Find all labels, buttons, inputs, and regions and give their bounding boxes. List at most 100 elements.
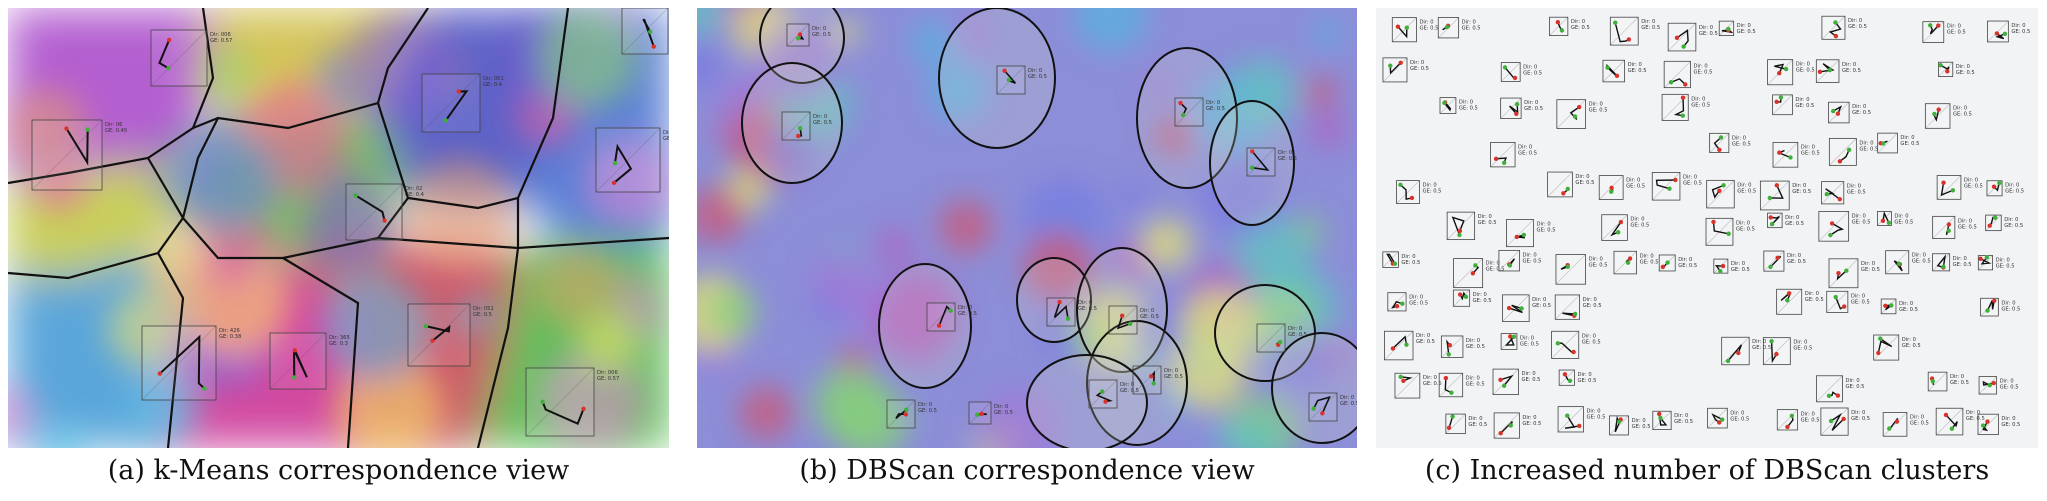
end-marker — [1508, 423, 1513, 428]
glyph-diagonal — [1392, 17, 1417, 43]
correspondence-glyph: Dir: 0GE: 0.5 — [1772, 141, 1820, 168]
glyph-label: Dir: 0 — [1693, 63, 1707, 69]
end-marker — [1006, 77, 1011, 83]
end-marker — [1946, 228, 1951, 234]
correspondence-glyph: Dir: 0GE: 0.5 — [1601, 214, 1649, 241]
glyph-frame — [1873, 334, 1900, 361]
correspondence-glyph: Dir: 0GE: 0.5 — [1828, 258, 1880, 289]
start-marker — [1711, 219, 1716, 225]
glyph-diagonal — [1438, 373, 1463, 397]
glyph-label: Dir: 0 — [1583, 297, 1597, 303]
glyph-diagonal — [1777, 409, 1798, 431]
start-marker — [1774, 183, 1780, 188]
glyph-label: GE: 0.5 — [812, 32, 831, 38]
glyph-label: Dir: 0 — [1953, 106, 1967, 112]
glyph-label: Dir: 0 — [1523, 252, 1537, 258]
end-marker — [1444, 24, 1450, 30]
end-marker — [1789, 413, 1795, 418]
start-marker — [456, 89, 461, 94]
glyph-path — [1508, 304, 1523, 314]
correspondence-glyph: Dir: 0GE: 0.5 — [1506, 219, 1556, 248]
texture-blotch — [839, 344, 870, 375]
end-marker — [1565, 413, 1570, 418]
glyph-frame — [1132, 365, 1162, 395]
cluster-border — [192, 8, 429, 130]
glyph-label: GE: 0.5 — [1575, 180, 1594, 186]
glyph-label: Dir: 0 — [1900, 135, 1914, 141]
glyph-diagonal — [1706, 180, 1735, 209]
glyph-frame — [525, 367, 595, 437]
glyph-label: Dir: 0 — [1641, 19, 1655, 25]
glyph-frame — [1493, 412, 1520, 439]
start-marker — [1120, 313, 1125, 318]
glyph-label: GE: 0.5 — [1583, 303, 1602, 309]
start-marker — [651, 44, 656, 49]
glyph-label: Dir: 0 — [1523, 65, 1537, 71]
glyph-label: GE: 0.5 — [1626, 184, 1645, 190]
glyph-label: GE: 0.5 — [1674, 419, 1693, 425]
end-marker — [1311, 406, 1316, 411]
start-marker — [1103, 399, 1108, 404]
glyph-label: Dir: 0 — [1731, 261, 1745, 267]
end-marker — [1555, 341, 1561, 346]
glyph-label: Dir: 0 — [1630, 217, 1644, 223]
glyph-path — [159, 334, 206, 390]
glyph-path — [1676, 29, 1689, 48]
glyph-label: Dir: 006 — [597, 370, 618, 376]
start-marker — [1507, 334, 1513, 339]
glyph-label: Dir: 0 — [1851, 293, 1865, 299]
end-marker — [1768, 264, 1773, 270]
glyph-frame — [996, 65, 1026, 95]
glyph-label: GE: 0.5 — [1950, 380, 1969, 386]
start-marker — [1936, 107, 1941, 112]
glyph-diagonal — [269, 332, 327, 390]
glyph-label: GE: 0.5 — [1795, 103, 1814, 109]
correspondence-glyph: Dir: 0GE: 0.5 — [1721, 336, 1771, 366]
glyph-label: GE: 0.5 — [1912, 259, 1931, 265]
texture-blotch — [1229, 417, 1280, 448]
glyph-diagonal — [1256, 323, 1286, 353]
glyph-label: Dir: 0 — [1462, 20, 1476, 26]
glyph-path — [1508, 258, 1516, 266]
glyph-path — [445, 90, 469, 121]
start-marker — [1498, 430, 1503, 436]
end-marker — [1833, 20, 1838, 25]
start-marker — [1991, 380, 1996, 386]
glyph-label: Dir: 0 — [1801, 144, 1815, 150]
start-marker — [1941, 180, 1946, 185]
texture-blotch — [697, 185, 746, 244]
glyph-label: GE: 0.5 — [1848, 24, 1867, 30]
glyph-label: GE: 0.5 — [1787, 259, 1806, 265]
correspondence-glyph: Dir: 0GE: 0.5 — [1132, 365, 1183, 395]
glyph-path — [1877, 337, 1893, 354]
correspondence-glyph: Dir: 0GE: 0.5 — [1935, 407, 1985, 436]
glyph-label: Dir: 0 — [1582, 333, 1596, 339]
end-marker — [1511, 334, 1517, 339]
start-marker — [1457, 292, 1463, 297]
glyph-path — [1819, 63, 1835, 73]
end-marker — [1501, 160, 1507, 166]
glyph-label: Dir: 0 — [1785, 215, 1799, 221]
glyph-path — [1711, 184, 1724, 199]
correspondence-glyph: Dir: 0GE: 0.5 — [1382, 57, 1429, 83]
correspondence-glyph: Dir: 0GE: 0.5 — [1391, 17, 1438, 43]
glyph-path — [1116, 315, 1131, 330]
glyph-label: GE: 0.5 — [1953, 112, 1972, 118]
correspondence-glyph: Dir: 0GE: 0.5 — [1816, 375, 1864, 403]
start-marker — [1837, 196, 1842, 202]
glyph-diagonal — [1613, 251, 1637, 275]
glyph-label: GE: 0.5 — [1737, 29, 1756, 35]
glyph-label: GE: 0.4 — [405, 192, 425, 198]
glyph-frame — [1818, 211, 1850, 242]
glyph-label: GE: 0.5 — [958, 311, 977, 317]
correspondence-glyph: Dir: 0GE: 0.5 — [1873, 334, 1921, 361]
glyph-label: GE: 0.5 — [1486, 267, 1505, 273]
end-marker — [1388, 63, 1393, 68]
texture-blotch — [345, 13, 455, 124]
start-marker — [1837, 159, 1843, 164]
glyph-label: GE: 0.38 — [219, 334, 241, 340]
glyph-path — [1605, 64, 1618, 77]
glyph-diagonal — [1977, 413, 1999, 435]
